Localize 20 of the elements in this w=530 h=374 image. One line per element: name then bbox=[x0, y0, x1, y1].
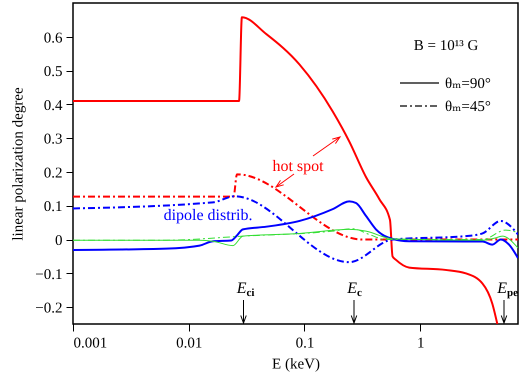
x-axis-title: E (keV) bbox=[272, 356, 320, 372]
y-tick-label: 0.6 bbox=[44, 30, 63, 46]
y-tick-label: −0.2 bbox=[35, 300, 62, 317]
annotation: hot spot bbox=[272, 158, 324, 175]
annotation: θₘ=90° bbox=[445, 76, 491, 92]
annotation: θₘ=45° bbox=[445, 99, 491, 115]
y-tick-label: 0.3 bbox=[44, 132, 62, 148]
y-axis-title: linear polarization degree bbox=[10, 87, 26, 241]
y-tick-label: 0 bbox=[55, 233, 62, 250]
annotation: dipole distrib. bbox=[164, 207, 252, 224]
x-tick-label: 0.001 bbox=[74, 336, 108, 352]
x-tick-label: 1 bbox=[416, 336, 424, 352]
y-tick-label: 0.4 bbox=[44, 98, 63, 114]
y-tick-label: 0.2 bbox=[44, 165, 62, 182]
y-tick-label: 0.5 bbox=[44, 64, 62, 80]
annotation: B = 10¹³ G bbox=[414, 38, 478, 54]
x-tick-label: 0.1 bbox=[296, 336, 314, 352]
x-tick-label: 0.01 bbox=[176, 336, 202, 352]
y-tick-label: −0.1 bbox=[35, 266, 62, 283]
y-tick-label: 0.1 bbox=[44, 199, 62, 216]
